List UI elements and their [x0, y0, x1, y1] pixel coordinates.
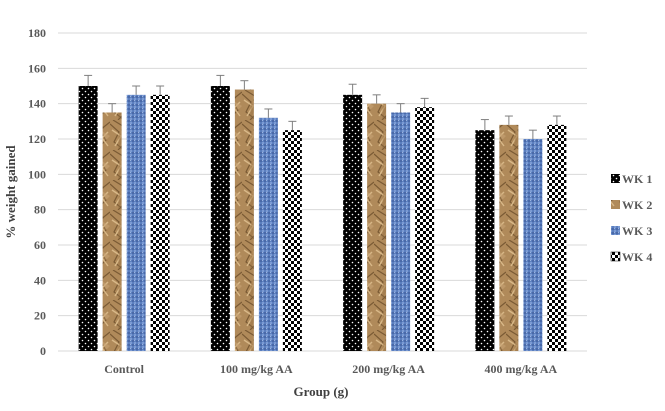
- y-tick-label: 20: [34, 309, 46, 323]
- bar: [102, 112, 122, 351]
- y-tick-label: 120: [28, 132, 46, 146]
- bar: [523, 139, 543, 351]
- bar: [367, 103, 387, 352]
- y-tick-label: 140: [28, 97, 46, 111]
- bar: [150, 94, 170, 351]
- y-axis-tick-labels: 0 20 40 60 80 100 120 140 160 180: [28, 26, 46, 358]
- legend-swatch: [611, 226, 620, 235]
- legend-swatch: [611, 200, 620, 209]
- legend-label: WK 2: [622, 198, 652, 212]
- y-tick-label: 60: [34, 238, 46, 252]
- x-axis-title: Group (g): [293, 384, 348, 399]
- y-tick-label: 180: [28, 26, 46, 40]
- gridlines: [58, 32, 587, 317]
- y-tick-label: 0: [40, 344, 46, 358]
- bar: [547, 124, 567, 351]
- y-axis-title: % weight gained: [3, 145, 18, 239]
- bar: [126, 94, 146, 351]
- y-tick-label: 80: [34, 203, 46, 217]
- legend-label: WK 4: [622, 250, 652, 264]
- legend-label: WK 1: [622, 172, 652, 186]
- y-tick-label: 100: [28, 167, 46, 181]
- bar: [210, 86, 230, 351]
- bar: [343, 94, 363, 351]
- error-bars: [84, 74, 561, 139]
- x-axis-category-labels: Control 100 mg/kg AA 200 mg/kg AA 400 mg/kg…: [104, 362, 557, 376]
- x-tick-label: 200 mg/kg AA: [352, 362, 425, 376]
- bar: [499, 124, 519, 351]
- bar: [475, 130, 495, 351]
- bar: [282, 130, 302, 351]
- bar: [391, 112, 411, 351]
- legend: WK 1 WK 2 WK 3 WK 4: [610, 172, 652, 264]
- x-tick-label: 400 mg/kg AA: [485, 362, 558, 376]
- legend-swatch: [611, 174, 620, 183]
- x-tick-label: 100 mg/kg AA: [220, 362, 293, 376]
- y-tick-label: 40: [34, 273, 46, 287]
- bars: [78, 86, 567, 352]
- bar: [415, 107, 435, 351]
- legend-label: WK 3: [622, 224, 652, 238]
- legend-swatch: [610, 251, 621, 262]
- y-tick-label: 160: [28, 61, 46, 75]
- bar: [234, 89, 254, 352]
- x-tick-label: Control: [104, 362, 144, 376]
- bar: [78, 86, 98, 351]
- bar: [258, 117, 278, 351]
